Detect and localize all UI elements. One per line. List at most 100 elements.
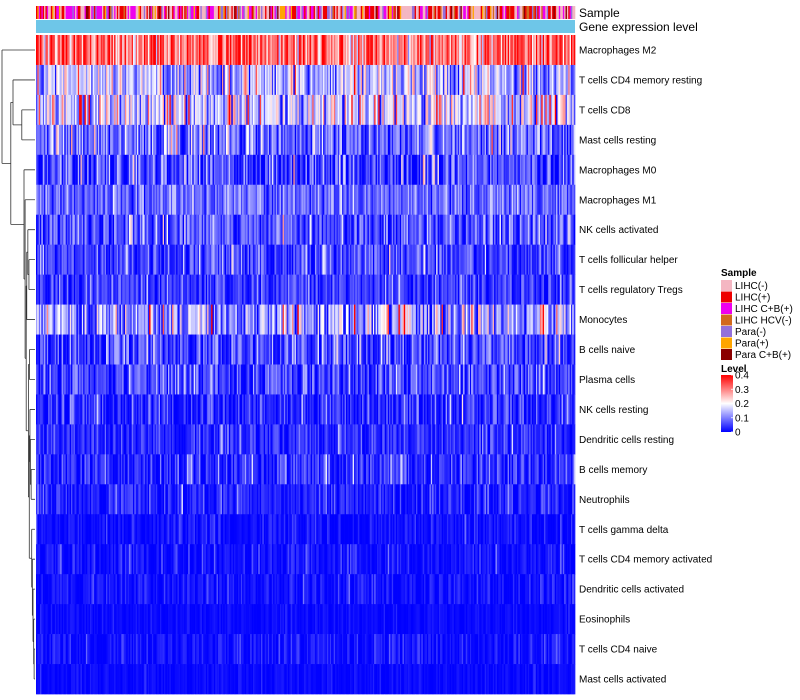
sample-annotation-cell — [80, 6, 83, 19]
heatmap-cell — [53, 124, 56, 156]
heatmap-cell — [336, 274, 339, 305]
heatmap-cell — [193, 274, 196, 305]
heatmap-cell — [193, 364, 196, 395]
heatmap-cell — [386, 64, 389, 96]
heatmap-cell — [172, 154, 174, 186]
heatmap-cell — [38, 94, 41, 126]
heatmap-cell — [199, 94, 201, 126]
sample-annotation-cell — [81, 6, 84, 19]
heatmap-cell — [514, 64, 517, 96]
heatmap-cell — [277, 184, 279, 216]
heatmap-cell — [79, 304, 81, 335]
heatmap-cell — [324, 214, 327, 246]
heatmap-cell — [456, 154, 459, 186]
heatmap-cell — [166, 214, 169, 246]
heatmap-cell — [221, 35, 224, 66]
heatmap-cell — [460, 304, 463, 335]
heatmap-cell — [523, 124, 526, 156]
heatmap-cell — [71, 35, 73, 66]
heatmap-cell — [159, 154, 162, 186]
heatmap-cell — [510, 94, 513, 126]
heatmap-cell — [465, 334, 468, 365]
heatmap-cell — [336, 94, 339, 126]
heatmap-cell — [327, 154, 329, 186]
heatmap-cell — [402, 274, 405, 305]
heatmap-cell — [486, 184, 488, 216]
sample-annotation-cell — [341, 6, 344, 19]
heatmap-cell — [184, 64, 186, 96]
heatmap-cell — [169, 274, 172, 305]
heatmap-cell — [494, 64, 496, 96]
heatmap-cell — [168, 364, 170, 395]
heatmap-cell — [92, 94, 95, 126]
heatmap-cell — [519, 274, 522, 305]
heatmap-cell — [81, 124, 84, 156]
heatmap-cell — [375, 154, 378, 186]
heatmap-cell — [362, 94, 364, 126]
heatmap-cell — [521, 124, 523, 156]
heatmap-cell — [406, 244, 409, 275]
heatmap-cell — [176, 214, 178, 246]
sample-annotation-cell — [190, 6, 193, 19]
heatmap-cell — [120, 124, 123, 156]
heatmap-cell — [496, 244, 499, 275]
heatmap-cell — [100, 364, 103, 395]
sample-annotation-cell — [207, 6, 209, 19]
heatmap-cell — [168, 274, 170, 305]
heatmap-cell — [421, 274, 424, 305]
heatmap-cell — [500, 214, 503, 246]
heatmap-cell — [535, 334, 538, 365]
heatmap-cell — [378, 35, 380, 66]
sample-annotation-cell — [41, 6, 44, 19]
heatmap-cell — [151, 124, 154, 156]
heatmap-cell — [504, 154, 507, 186]
heatmap-cell — [517, 35, 519, 66]
sample-annotation-cell — [476, 6, 479, 19]
heatmap-cell — [154, 304, 157, 335]
heatmap-cell — [138, 214, 141, 246]
heatmap-cell — [289, 184, 292, 216]
heatmap-cell — [535, 124, 538, 156]
heatmap-cell — [248, 184, 251, 216]
heatmap-cell — [53, 274, 56, 305]
heatmap-cell — [139, 124, 142, 156]
heatmap-cell — [453, 94, 456, 126]
heatmap-cell — [174, 304, 177, 335]
heatmap-cell — [469, 94, 472, 126]
heatmap-cell — [339, 154, 341, 186]
heatmap-cell — [552, 334, 554, 365]
heatmap-cell — [123, 64, 126, 96]
heatmap-cell — [405, 35, 407, 66]
heatmap-cell — [321, 184, 324, 216]
heatmap-cell — [553, 274, 556, 305]
heatmap-cell — [407, 124, 410, 156]
heatmap-cell — [168, 214, 170, 246]
heatmap-cell — [99, 304, 102, 335]
heatmap-cell — [240, 64, 243, 96]
heatmap-cell — [417, 274, 420, 305]
sample-annotation-cell — [150, 6, 153, 19]
heatmap-cell — [266, 244, 269, 275]
heatmap-cell — [235, 35, 238, 66]
heatmap-cell — [169, 184, 172, 216]
heatmap-cell — [455, 214, 457, 246]
heatmap-cell — [84, 304, 87, 335]
heatmap-cell — [37, 184, 40, 216]
heatmap-cell — [306, 94, 309, 126]
heatmap-cell — [66, 184, 69, 216]
heatmap-cell — [368, 304, 371, 335]
heatmap-cell — [204, 244, 207, 275]
heatmap-cell — [371, 214, 374, 246]
heatmap-cell — [364, 124, 367, 156]
heatmap-cell — [99, 35, 102, 66]
heatmap-cell — [385, 304, 387, 335]
heatmap-cell — [56, 304, 58, 335]
heatmap-cell — [83, 64, 85, 96]
heatmap-cell — [348, 334, 351, 365]
heatmap-cell — [145, 124, 147, 156]
heatmap-cell — [246, 244, 248, 275]
heatmap-cell — [255, 124, 258, 156]
sample-annotation-cell — [305, 6, 308, 19]
heatmap-cell — [424, 154, 426, 186]
heatmap-cell — [387, 94, 390, 126]
